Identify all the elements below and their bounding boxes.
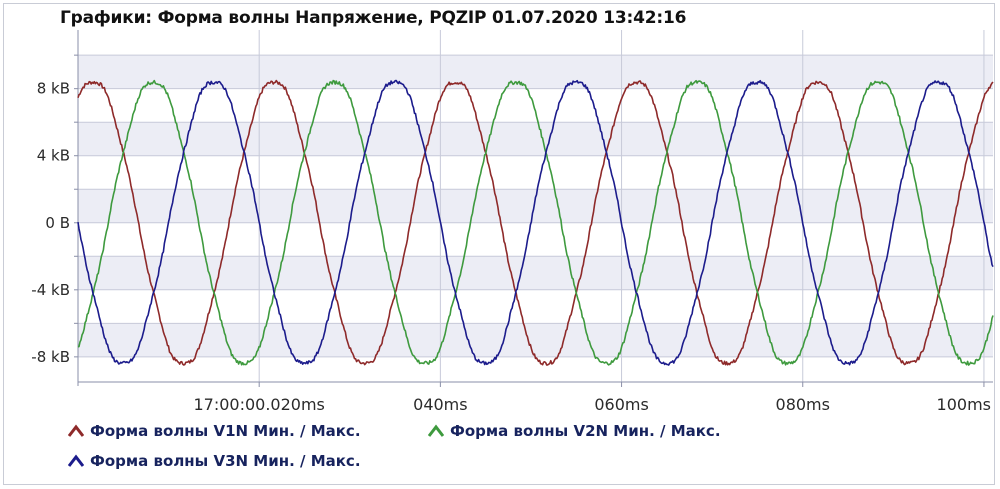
legend-item-v3n[interactable]: Форма волны V3N Мин. / Макс. bbox=[68, 452, 361, 470]
grid-band bbox=[78, 189, 993, 223]
grid-band bbox=[78, 323, 993, 357]
x-tick-label: 080ms bbox=[776, 395, 830, 414]
chevron-up-icon bbox=[68, 424, 84, 437]
y-tick-label: 8 kB bbox=[37, 80, 70, 98]
grid-band bbox=[78, 122, 993, 156]
legend-item-v2n[interactable]: Форма волны V2N Мин. / Макс. bbox=[428, 422, 721, 440]
grid-band bbox=[78, 256, 993, 290]
legend-label-v3n: Форма волны V3N Мин. / Макс. bbox=[90, 452, 361, 470]
y-tick-label: 4 kB bbox=[37, 147, 70, 165]
x-tick-label: 060ms bbox=[594, 395, 648, 414]
grid-band bbox=[78, 55, 993, 89]
chart-title: Графики: Форма волны Напряжение, PQZIP 0… bbox=[60, 8, 687, 28]
waveform-chart: 8 kB 4 kB 0 B -4 kB -8 kB 17:00:00.020ms 040ms… bbox=[31, 30, 994, 414]
x-tick-label: 100ms bbox=[937, 395, 991, 414]
y-tick-label: -8 kB bbox=[31, 348, 70, 366]
chevron-up-icon bbox=[428, 424, 444, 437]
legend-item-v1n[interactable]: Форма волны V1N Мин. / Макс. bbox=[68, 422, 361, 440]
y-tick-label: 0 B bbox=[45, 214, 70, 232]
chevron-up-icon bbox=[68, 454, 84, 467]
series-line-3 bbox=[77, 79, 994, 366]
legend-label-v1n: Форма волны V1N Мин. / Макс. bbox=[90, 422, 361, 440]
x-tick-label: 17:00:00.020ms bbox=[193, 395, 324, 414]
legend-label-v2n: Форма волны V2N Мин. / Макс. bbox=[450, 422, 721, 440]
y-tick-label: -4 kB bbox=[31, 281, 70, 299]
series-line-1 bbox=[77, 79, 994, 366]
series-line-2 bbox=[77, 79, 994, 366]
x-tick-label: 040ms bbox=[413, 395, 467, 414]
